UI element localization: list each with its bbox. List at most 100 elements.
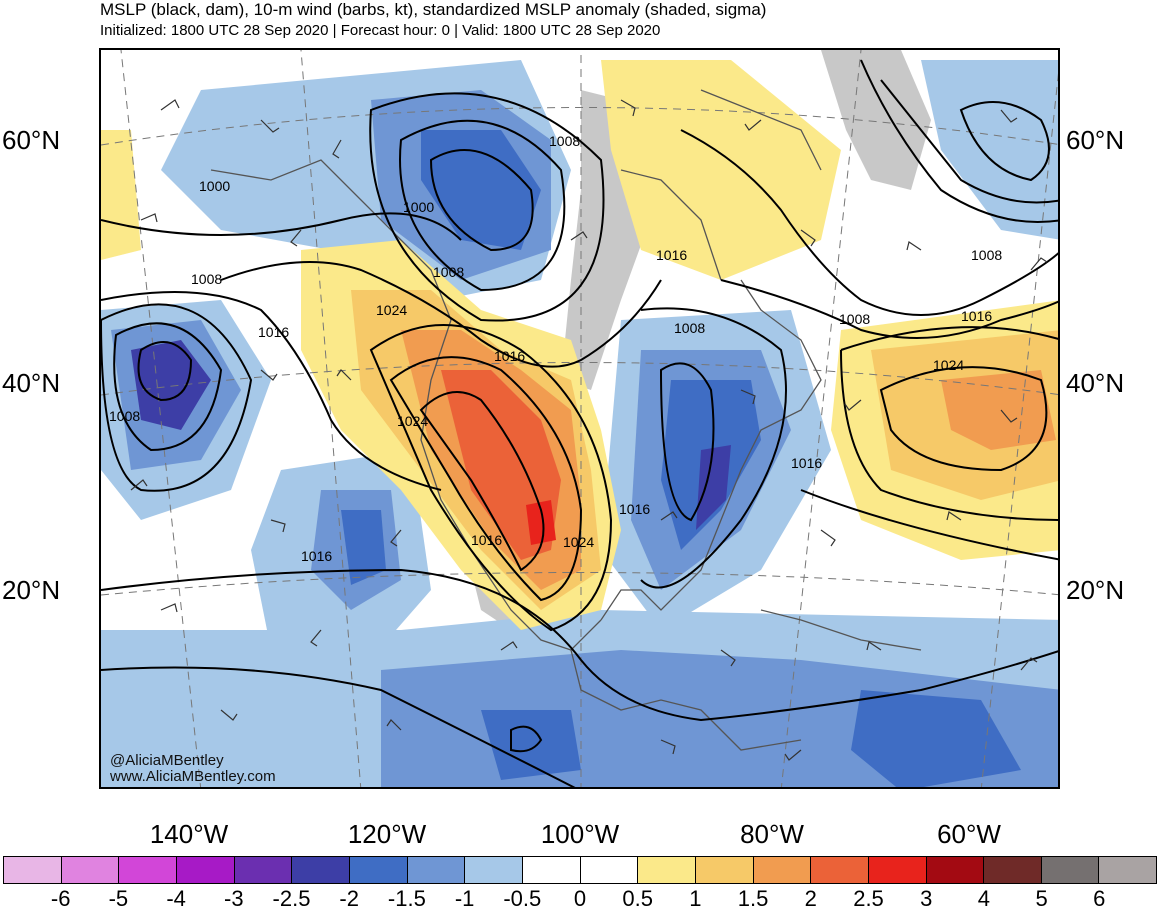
colorbar-swatch	[695, 857, 754, 883]
colorbar-swatch	[292, 857, 350, 883]
isobar-ring	[101, 303, 253, 492]
lat-label-left: 60°N	[2, 125, 61, 155]
colorbar-tick-label: -2.5	[272, 886, 311, 911]
isobar-label: 1016	[301, 548, 332, 564]
wind-barbs	[130, 99, 1048, 761]
colorbar-swatch	[4, 857, 62, 883]
isobar-label: 1024	[933, 357, 964, 373]
isobar-ring	[137, 341, 193, 402]
isobar-label: 1024	[376, 302, 407, 318]
chart-title: MSLP (black, dam), 10-m wind (barbs, kt)…	[100, 0, 767, 19]
isobar-line	[800, 489, 1058, 561]
isobar-line	[659, 362, 715, 522]
anomaly-pos-extreme-west	[526, 500, 556, 545]
watermark-url: www.AliciaMBentley.com	[110, 768, 276, 785]
isobar-line	[101, 666, 576, 787]
isobar-line	[640, 307, 787, 589]
colorbar-tick-label: 3	[920, 886, 933, 911]
colorbar-tick-label: 1	[689, 886, 702, 911]
colorbar-swatch	[234, 857, 293, 883]
isobar-label: 1000	[199, 178, 230, 194]
colorbar-swatch	[753, 857, 812, 883]
isobar-label: 1016	[656, 247, 687, 263]
anomaly-pos-light-canada	[601, 60, 841, 280]
colorbar-tick-label: 0.5	[622, 886, 653, 911]
isobar-line	[879, 366, 1048, 472]
lon-label: 60°W	[937, 819, 1001, 849]
colorbar-tick-label: 4	[977, 886, 991, 911]
isobar-ring	[113, 322, 223, 452]
colorbar-swatch	[1099, 857, 1157, 883]
colorbar-tick-label: -6	[50, 886, 71, 911]
anomaly-neg-strong-gulf	[481, 710, 581, 780]
map-panel: 1000 1008 1008 1016 1008 1000 1008 1024 …	[99, 48, 1060, 789]
colorbar-swatch	[984, 857, 1042, 883]
isobar-ring	[399, 119, 566, 292]
isobar-label: 1024	[563, 534, 594, 550]
isobar-label: 1008	[549, 133, 580, 149]
isobar-label: 1008	[109, 408, 140, 424]
colorbar-tick-label: -1.5	[387, 886, 426, 911]
colorbar-swatch	[176, 857, 235, 883]
land-shade-greenland	[821, 50, 931, 190]
isobar-label: 1016	[494, 348, 525, 364]
anomaly-pos-light-pacific-far-west	[101, 130, 141, 260]
isobar-line	[959, 101, 1050, 182]
colorbar-tick-label: -5	[108, 886, 129, 911]
colorbar-swatch	[407, 857, 466, 883]
colorbar-tick-label: 1.5	[737, 886, 769, 911]
colorbar-swatch	[580, 857, 639, 883]
colorbar-tick-label: -1	[454, 886, 475, 911]
lon-label: 100°W	[540, 819, 620, 849]
isobar-ring	[429, 149, 534, 252]
isobar-line	[389, 356, 583, 602]
colorbar-tick-label: 6	[1093, 886, 1106, 911]
isobar-line	[220, 261, 662, 368]
lon-label: 140°W	[149, 819, 229, 849]
isobar-line	[369, 324, 613, 632]
lat-label-right: 60°N	[1066, 125, 1125, 155]
lat-label-right: 20°N	[1066, 575, 1125, 605]
lat-label-left: 40°N	[2, 368, 61, 398]
colorbar-swatch	[868, 857, 927, 883]
lat-label-right: 40°N	[1066, 368, 1125, 398]
isobar-line	[860, 59, 1058, 223]
isobar-label: 1008	[971, 247, 1002, 263]
colorbar-swatch	[926, 857, 985, 883]
chart-subtitle: Initialized: 1800 UTC 28 Sep 2020 | Fore…	[100, 22, 661, 39]
isobar-line	[840, 326, 1058, 521]
colorbar-swatch	[465, 857, 523, 883]
anomaly-neg-light-atlantic-ne	[921, 60, 1058, 240]
colorbar-tick-label: 2.5	[853, 886, 884, 911]
lon-label: 120°W	[347, 819, 427, 849]
isobars	[101, 59, 1058, 787]
anomaly-neg-strong-pacific-south	[341, 510, 386, 585]
lat-label-left: 20°N	[2, 575, 61, 605]
colorbar-tick-label: -2	[339, 886, 359, 911]
colorbar-swatch	[811, 857, 869, 883]
isobar-label: 1016	[791, 455, 822, 471]
colorbar	[3, 856, 1157, 884]
map-canvas: 1000 1008 1008 1016 1008 1000 1008 1024 …	[101, 50, 1058, 787]
colorbar-tick-label: -0.5	[503, 886, 542, 911]
colorbar-tick-label: -4	[166, 886, 186, 911]
isobar-labels: 1000 1008 1008 1016 1008 1000 1008 1024 …	[109, 133, 1002, 564]
isobar-label: 1008	[839, 311, 870, 327]
colorbar-swatch	[522, 857, 581, 883]
isobar-line	[880, 79, 1058, 204]
colorbar-swatch	[1041, 857, 1100, 883]
isobar-line	[680, 129, 1058, 316]
anomaly-neg-deep-east	[696, 445, 731, 530]
isobar-line	[101, 212, 462, 241]
isobar-line	[101, 568, 1058, 722]
isobar-label: 1008	[433, 264, 464, 280]
isobar-label: 1016	[471, 532, 502, 548]
isobar-label: 1008	[674, 320, 705, 336]
colorbar-swatch	[349, 857, 408, 883]
isobar-label: 1016	[619, 501, 650, 517]
colorbar-swatch	[119, 857, 177, 883]
colorbar-swatch	[61, 857, 120, 883]
isobar-label: 1016	[258, 324, 289, 340]
isobar-label: 1008	[191, 271, 222, 287]
anomaly-neg-strong-caribbean	[851, 690, 1021, 787]
